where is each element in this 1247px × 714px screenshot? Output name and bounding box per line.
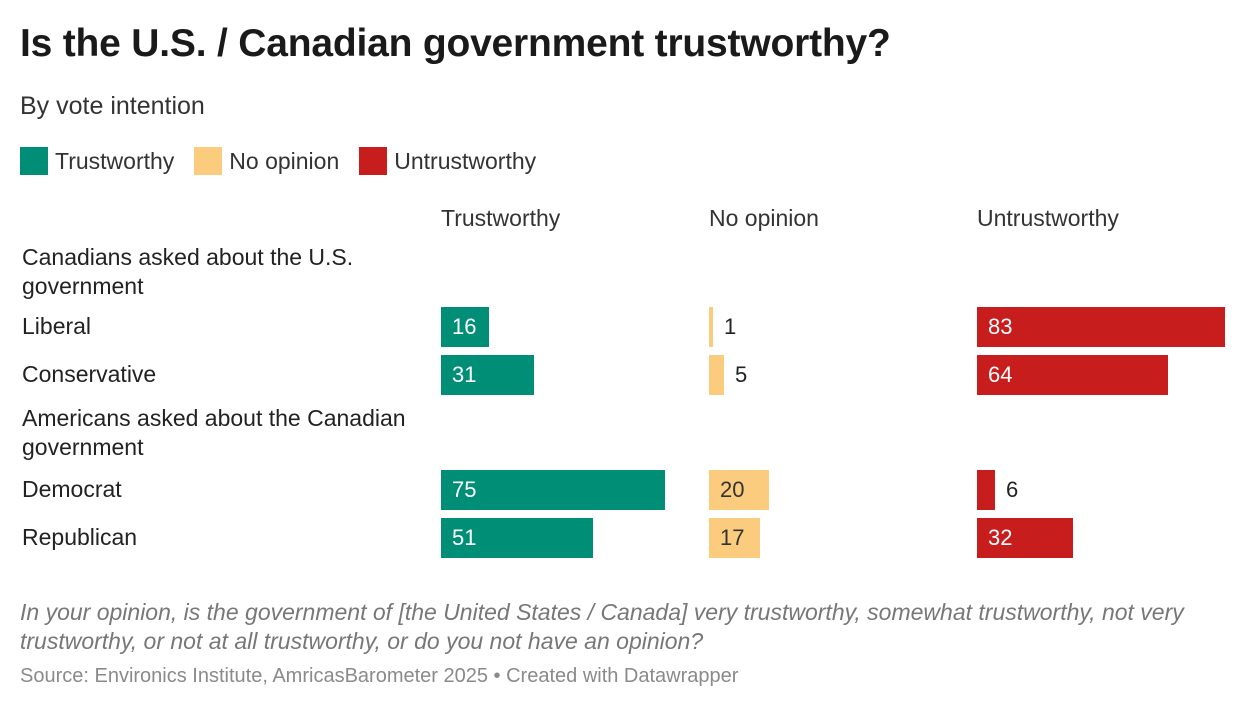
group-label: Americans asked about the Canadian gover… (22, 405, 406, 460)
legend-label-trustworthy: Trustworthy (55, 147, 175, 174)
value-label: 32 (988, 525, 1013, 550)
legend: Trustworthy No opinion Untrustworthy (20, 147, 536, 175)
bar-untrustworthy (977, 355, 1168, 395)
legend-swatch-no-opinion (194, 147, 223, 175)
bar-trustworthy (441, 355, 534, 395)
bar-untrustworthy (977, 307, 1225, 347)
bar-no-opinion (709, 355, 724, 395)
bar-no-opinion (709, 518, 760, 558)
group-label: Canadians asked about the U.S. governmen… (22, 244, 354, 299)
value-label: 6 (1006, 477, 1019, 502)
bar-untrustworthy (977, 470, 995, 510)
column-header-no-opinion: No opinion (709, 205, 819, 231)
row-label: Republican (22, 524, 138, 550)
legend-swatch-untrustworthy (359, 147, 388, 175)
value-label: 83 (988, 314, 1013, 339)
value-label: 1 (724, 314, 737, 339)
bar-trustworthy (441, 307, 489, 347)
legend-item-trustworthy: Trustworthy (20, 147, 174, 175)
bar-trustworthy (441, 470, 665, 510)
column-header-trustworthy: Trustworthy (441, 205, 561, 231)
bar-trustworthy (441, 518, 593, 558)
survey-question: In your opinion, is the government of [t… (20, 599, 1184, 654)
legend-label-no-opinion: No opinion (229, 147, 340, 174)
value-label: 51 (452, 525, 477, 550)
value-label: 64 (988, 362, 1013, 387)
row-label: Conservative (22, 361, 157, 387)
value-label: 5 (735, 362, 748, 387)
legend-swatch-trustworthy (20, 147, 48, 175)
source-note: Source: Environics Institute, AmricasBar… (20, 665, 739, 687)
legend-item-no-opinion: No opinion (194, 147, 339, 175)
row-label: Democrat (22, 476, 122, 502)
value-label: 16 (452, 314, 477, 339)
legend-label-untrustworthy: Untrustworthy (394, 147, 537, 174)
bar-untrustworthy (977, 518, 1073, 558)
bar-no-opinion (709, 307, 713, 347)
bar-no-opinion (709, 470, 769, 510)
chart-subtitle: By vote intention (20, 92, 205, 120)
column-header-untrustworthy: Untrustworthy (977, 205, 1119, 231)
chart-title: Is the U.S. / Canadian government trustw… (20, 22, 891, 65)
legend-item-untrustworthy: Untrustworthy (359, 147, 536, 175)
value-label: 75 (452, 477, 477, 502)
value-label: 17 (720, 525, 745, 550)
value-label: 31 (452, 362, 477, 387)
row-label: Liberal (22, 313, 92, 339)
value-label: 20 (720, 477, 745, 502)
